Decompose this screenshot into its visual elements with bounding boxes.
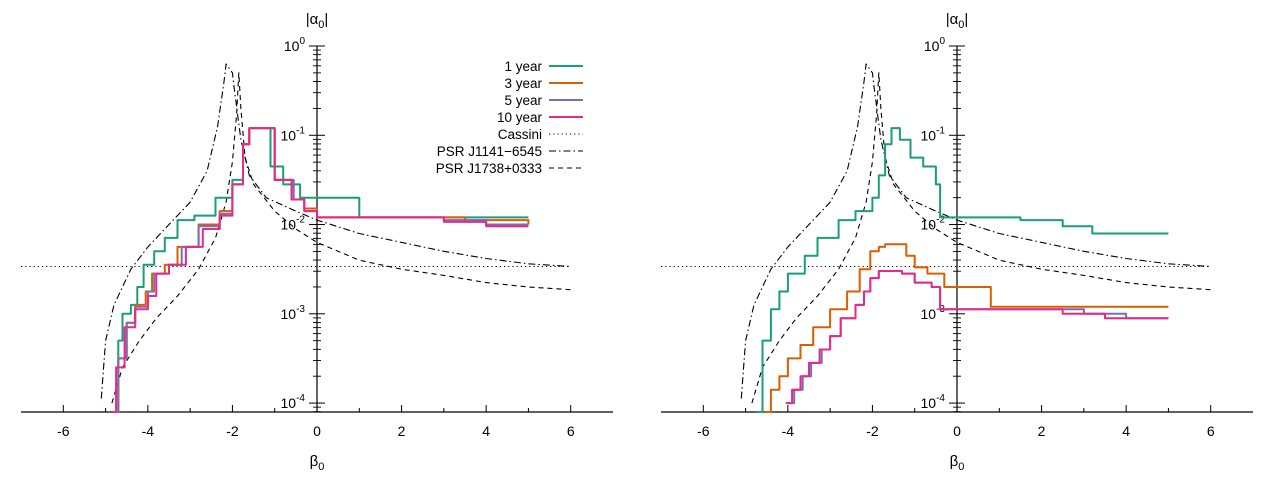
y-tick-base: 10 <box>924 38 940 54</box>
y-tick-base: 10 <box>281 127 297 143</box>
y-tick-label: 10-4 <box>281 393 306 411</box>
x-tick-label: 6 <box>1207 423 1215 439</box>
x-tick-label: 2 <box>398 423 406 439</box>
legend-label: 3 year <box>504 76 542 91</box>
y-tick-exponent: -1 <box>936 125 945 136</box>
y-tick-exponent: -3 <box>296 304 305 315</box>
y-axis-label-end: | <box>964 11 968 28</box>
x-tick-label: -4 <box>142 423 155 439</box>
y-tick-exponent: -4 <box>936 393 945 404</box>
y-axis-label-symbol: |α <box>946 11 959 28</box>
y-tick-label: 10-4 <box>921 393 946 411</box>
y-tick-label: 10-1 <box>281 125 306 143</box>
y-tick-label: 10-1 <box>921 125 946 143</box>
legend: 1 year 3 year 5 year 10 year Cassini PSR J114… <box>436 59 583 176</box>
legend-label: 1 year <box>504 59 542 74</box>
series-line-psr-j1738-0333 <box>111 72 571 404</box>
series-line-1-year <box>756 127 1169 413</box>
x-tick-label: -2 <box>226 423 239 439</box>
y-tick-base: 10 <box>281 395 297 411</box>
y-tick-label: 10-3 <box>281 304 306 322</box>
legend-label: 10 year <box>497 110 543 125</box>
x-tick-label: -2 <box>866 423 879 439</box>
series-line-psr-j1141-6545 <box>740 63 1211 399</box>
y-tick-exponent: -2 <box>936 215 945 226</box>
series-line-psr-j1738-0333 <box>751 72 1211 404</box>
y-tick-exponent: -4 <box>296 393 305 404</box>
y-tick-label: 10-3 <box>921 304 946 322</box>
x-axis-label: β0 <box>310 453 325 473</box>
x-axis-label-symbol: β <box>950 453 959 470</box>
x-tick-label: -6 <box>57 423 70 439</box>
y-tick-base: 10 <box>281 217 297 233</box>
series-line-10-year <box>785 270 1169 405</box>
y-tick-base: 10 <box>921 127 937 143</box>
x-axis-label-subscript: 0 <box>958 461 964 473</box>
x-tick-label: 0 <box>313 423 321 439</box>
y-tick-label: 10-2 <box>281 215 306 233</box>
legend-label: Cassini <box>498 127 542 142</box>
x-tick-label: 2 <box>1038 423 1046 439</box>
y-axis-label-end: | <box>324 11 328 28</box>
y-axis-label-symbol: |α <box>306 11 319 28</box>
y-tick-exponent: -2 <box>296 215 305 226</box>
x-tick-label: 4 <box>1122 423 1130 439</box>
series-line-10-year <box>111 127 529 413</box>
series-line-5-year <box>787 270 1169 405</box>
y-tick-exponent: -1 <box>296 125 305 136</box>
series-line-3-year <box>764 243 1169 413</box>
x-axis-label-symbol: β <box>310 453 319 470</box>
series-line-psr-j1141-6545 <box>100 63 571 399</box>
y-tick-base: 10 <box>281 306 297 322</box>
x-tick-label: 6 <box>567 423 575 439</box>
y-tick-exponent: 0 <box>939 36 945 47</box>
x-tick-label: -4 <box>782 423 795 439</box>
y-tick-exponent: 0 <box>299 36 305 47</box>
y-tick-base: 10 <box>284 38 300 54</box>
legend-label: 5 year <box>504 93 542 108</box>
y-tick-base: 10 <box>921 395 937 411</box>
x-tick-label: -6 <box>697 423 710 439</box>
legend-label: PSR J1738+0333 <box>436 161 542 176</box>
y-axis-label: |α0| <box>946 11 969 31</box>
legend-label: PSR J1141−6545 <box>437 144 542 159</box>
y-tick-base: 10 <box>921 306 937 322</box>
y-axis-label: |α0| <box>306 11 329 31</box>
y-tick-label: 10-2 <box>921 215 946 233</box>
y-tick-label: 100 <box>924 36 946 54</box>
y-tick-label: 100 <box>284 36 306 54</box>
x-tick-label: 4 <box>482 423 490 439</box>
y-axis-label-subscript: 0 <box>958 19 964 31</box>
y-axis-label-subscript: 0 <box>318 19 324 31</box>
y-tick-base: 10 <box>921 217 937 233</box>
x-tick-label: 0 <box>953 423 961 439</box>
x-axis-label: β0 <box>950 453 965 473</box>
x-axis-label-subscript: 0 <box>318 461 324 473</box>
